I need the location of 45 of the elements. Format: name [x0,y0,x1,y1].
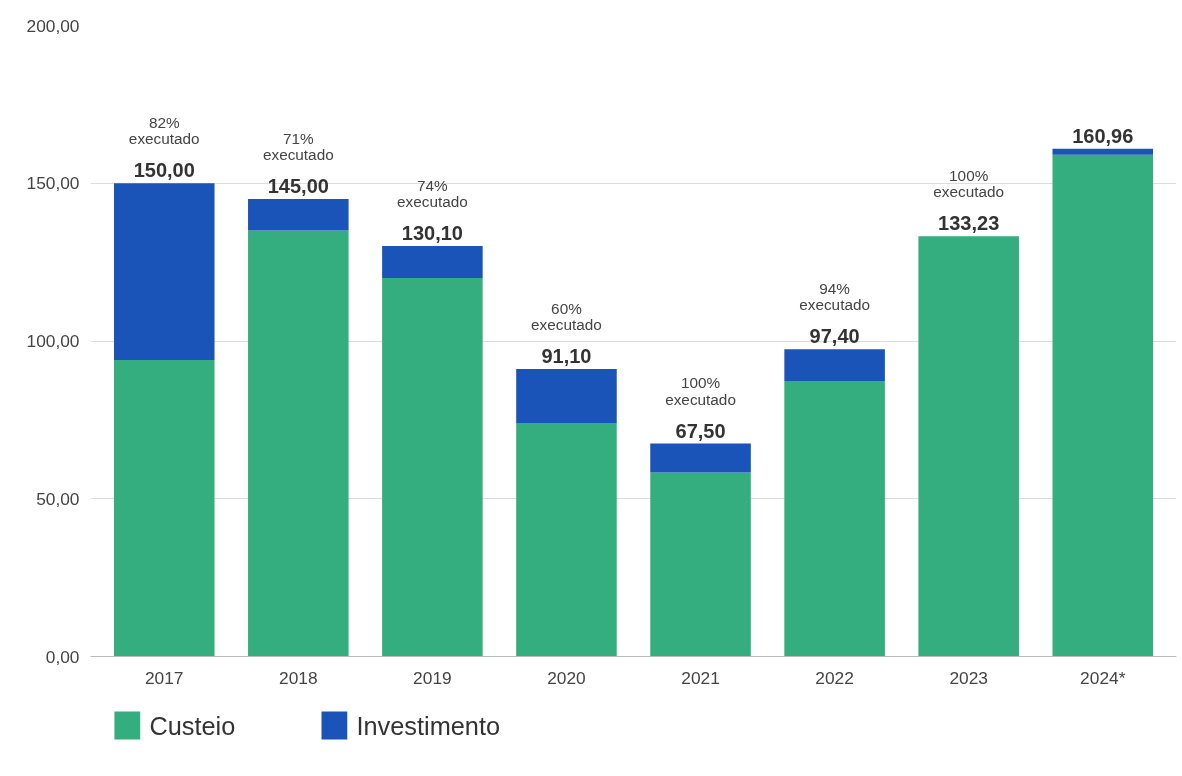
bar [918,236,1019,657]
bar [248,199,349,231]
total-label: 130,10 [401,222,463,245]
total-label: 97,40 [809,325,860,348]
x-tick-label: 2024* [1080,667,1126,688]
total-label: 160,96 [1072,124,1134,147]
total-label: 145,00 [267,175,329,198]
y-tick-label: 200,00 [26,15,80,36]
bar [113,183,215,360]
bar [382,246,483,278]
annotation: 60% executado [531,299,602,334]
bar [382,277,483,657]
bar [784,349,885,382]
x-tick-label: 2022 [815,667,854,688]
annotation: 100% executado [665,374,736,408]
x-tick-label: 2019 [413,667,452,688]
x-tick-label: 2017 [144,667,184,688]
annotation: 82% executado [128,114,200,148]
legend-label: Investimento [356,711,501,740]
y-tick-label: 150,00 [26,173,80,194]
total-label: 133,23 [938,212,1000,235]
annotation: 74% executado [397,176,468,211]
annotation: 94% executado [799,280,870,314]
total-label: 150,00 [133,159,195,182]
x-tick-label: 2023 [949,667,988,688]
y-tick-label: 0,00 [45,646,80,667]
bar [1052,154,1154,657]
bar [516,369,617,424]
x-tick-label: 2021 [681,667,720,688]
bar [650,443,751,473]
y-tick-label: 100,00 [26,331,80,351]
total-label: 91,10 [541,345,592,368]
bar [1052,148,1154,155]
bar [516,423,617,657]
y-tick-label: 50,00 [36,488,80,509]
annotation: 100% executado [933,167,1005,201]
bar [784,381,885,657]
bar [650,472,751,657]
bar [113,359,215,657]
total-label: 67,50 [675,419,726,442]
x-tick-label: 2018 [279,667,318,688]
bar [248,230,349,657]
x-tick-label: 2020 [547,667,586,688]
annotation: 71% executado [262,129,334,164]
legend-label: Custeio [149,711,236,740]
